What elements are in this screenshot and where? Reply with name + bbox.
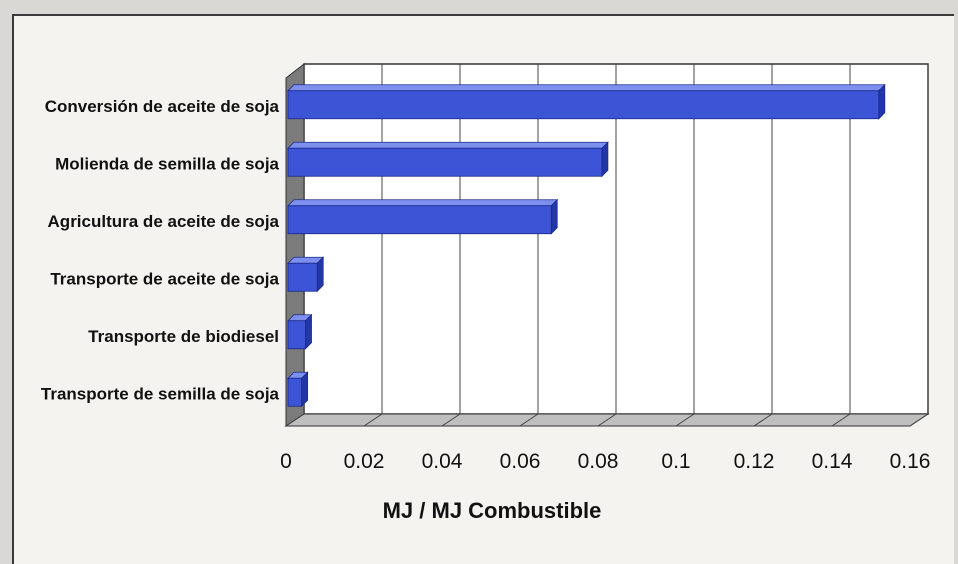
category-label: Conversión de aceite de soja xyxy=(45,97,280,116)
bar-top-face xyxy=(287,84,886,92)
x-tick-label: 0.04 xyxy=(422,450,463,473)
floor-gridline xyxy=(441,413,461,427)
chart-figure: Conversión de aceite de soja Molienda de … xyxy=(12,14,954,564)
bar xyxy=(287,83,886,120)
bar-front-face xyxy=(287,90,880,120)
floor-gridline xyxy=(285,413,305,427)
bar-end-face xyxy=(301,371,309,408)
bar-front-face xyxy=(287,262,318,292)
bar xyxy=(287,371,309,408)
x-tick-label: 0.02 xyxy=(344,450,385,473)
bar-end-face xyxy=(316,256,324,293)
category-label: Agricultura de aceite de soja xyxy=(48,212,280,231)
floor-gridline xyxy=(831,413,851,427)
bar-front-face xyxy=(287,320,306,350)
bar-top-face xyxy=(287,141,609,149)
category-label: Transporte de semilla de soja xyxy=(41,384,280,403)
bar-top-face xyxy=(287,199,559,207)
bar-end-face xyxy=(305,313,312,350)
x-tick-label: 0.06 xyxy=(500,450,541,473)
bar-front-face xyxy=(287,205,552,235)
bar xyxy=(287,256,325,293)
bar-front-face xyxy=(287,147,603,177)
category-label: Transporte de aceite de soja xyxy=(50,269,279,288)
bar xyxy=(287,313,313,350)
floor-gridline xyxy=(519,413,539,427)
floor-gridline xyxy=(597,413,617,427)
x-axis-title: MJ / MJ Combustible xyxy=(383,498,602,523)
x-tick-label: 0.14 xyxy=(812,450,853,473)
bar-end-face xyxy=(550,198,558,235)
bar-chart: Conversión de aceite de soja Molienda de … xyxy=(41,62,931,523)
category-label: Molienda de semilla de soja xyxy=(55,154,279,173)
floor-gridline xyxy=(909,413,929,427)
x-tick-label: 0.08 xyxy=(578,450,619,473)
bar xyxy=(287,198,559,235)
floor-gridline xyxy=(753,413,773,427)
x-tick-label: 0.1 xyxy=(661,450,690,473)
floor-gridline xyxy=(675,413,695,427)
bar-front-face xyxy=(287,377,303,407)
bar xyxy=(287,141,609,178)
bar-end-face xyxy=(878,83,886,120)
x-tick-label: 0.12 xyxy=(734,450,775,473)
category-label: Transporte de biodiesel xyxy=(88,327,279,346)
bar-end-face xyxy=(601,141,609,178)
x-tick-label: 0.16 xyxy=(890,450,931,473)
x-tick-label: 0 xyxy=(280,450,292,473)
floor-gridline xyxy=(363,413,383,427)
